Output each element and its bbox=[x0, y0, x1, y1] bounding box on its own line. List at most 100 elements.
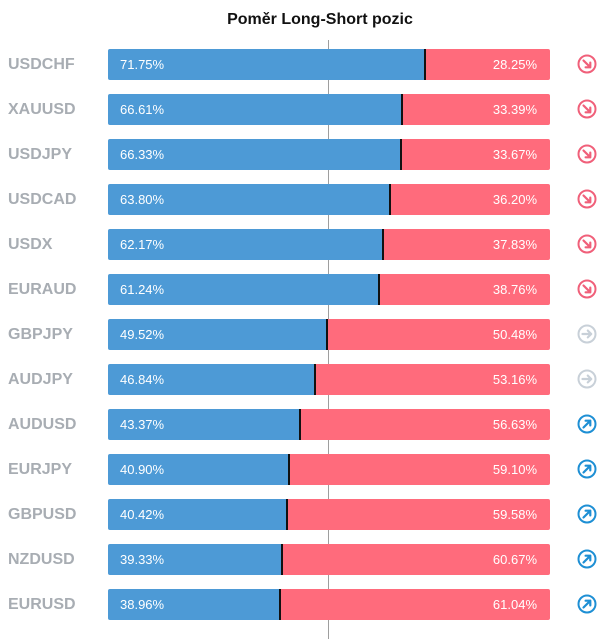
ratio-divider bbox=[424, 49, 426, 80]
short-percent-label: 38.76% bbox=[492, 282, 537, 297]
ratio-bar: 40.42% 59.58% bbox=[108, 499, 550, 530]
long-bar bbox=[108, 139, 401, 170]
long-bar bbox=[108, 454, 289, 485]
long-percent-label: 71.75% bbox=[120, 57, 165, 72]
chart-row: NZDUSD 39.33% 60.67% bbox=[0, 544, 610, 589]
symbol-label: EURAUD bbox=[8, 281, 77, 298]
long-bar bbox=[108, 589, 280, 620]
symbol-label: USDCHF bbox=[8, 56, 75, 73]
ratio-bar: 66.33% 33.67% bbox=[108, 139, 550, 170]
ratio-bar: 43.37% 56.63% bbox=[108, 409, 550, 440]
short-bar bbox=[390, 184, 550, 215]
chart-row: XAUUSD 66.61% 33.39% bbox=[0, 94, 610, 139]
symbol-label: AUDJPY bbox=[8, 371, 73, 388]
chart-row: GBPUSD 40.42% 59.58% bbox=[0, 499, 610, 544]
chart-row: AUDJPY 46.84% 53.16% bbox=[0, 364, 610, 409]
arrow-down-right-circle-icon bbox=[577, 54, 597, 74]
short-percent-label: 60.67% bbox=[492, 552, 537, 567]
short-bar bbox=[315, 364, 550, 395]
ratio-bar: 66.61% 33.39% bbox=[108, 94, 550, 125]
ratio-divider bbox=[378, 274, 380, 305]
arrow-up-right-circle-icon bbox=[577, 594, 597, 614]
ratio-divider bbox=[326, 319, 328, 350]
chart-row: USDJPY 66.33% 33.67% bbox=[0, 139, 610, 184]
short-bar bbox=[300, 409, 550, 440]
long-bar bbox=[108, 94, 402, 125]
long-percent-label: 43.37% bbox=[120, 417, 165, 432]
chart-row: AUDUSD 43.37% 56.63% bbox=[0, 409, 610, 454]
short-percent-label: 53.16% bbox=[492, 372, 537, 387]
arrow-right-circle-icon bbox=[577, 369, 597, 389]
short-percent-label: 61.04% bbox=[492, 597, 537, 612]
short-bar bbox=[280, 589, 550, 620]
short-percent-label: 59.10% bbox=[492, 462, 537, 477]
ratio-bar: 40.90% 59.10% bbox=[108, 454, 550, 485]
long-bar bbox=[108, 409, 300, 440]
ratio-bar: 62.17% 37.83% bbox=[108, 229, 550, 260]
symbol-label: USDCAD bbox=[8, 191, 77, 208]
ratio-bar: 38.96% 61.04% bbox=[108, 589, 550, 620]
chart-row: EURJPY 40.90% 59.10% bbox=[0, 454, 610, 499]
arrow-up-right-circle-icon bbox=[577, 459, 597, 479]
long-bar bbox=[108, 544, 282, 575]
long-percent-label: 40.42% bbox=[120, 507, 165, 522]
ratio-divider bbox=[400, 139, 402, 170]
arrow-down-right-circle-icon bbox=[577, 144, 597, 164]
ratio-divider bbox=[286, 499, 288, 530]
long-percent-label: 66.61% bbox=[120, 102, 165, 117]
ratio-divider bbox=[382, 229, 384, 260]
long-percent-label: 63.80% bbox=[120, 192, 165, 207]
ratio-divider bbox=[299, 409, 301, 440]
ratio-bar: 46.84% 53.16% bbox=[108, 364, 550, 395]
symbol-label: GBPUSD bbox=[8, 506, 77, 523]
long-bar bbox=[108, 274, 379, 305]
ratio-bar: 71.75% 28.25% bbox=[108, 49, 550, 80]
long-bar bbox=[108, 319, 327, 350]
arrow-up-right-circle-icon bbox=[577, 549, 597, 569]
short-percent-label: 59.58% bbox=[492, 507, 537, 522]
long-bar bbox=[108, 184, 390, 215]
chart-title: Poměr Long-Short pozic bbox=[227, 11, 413, 28]
long-percent-label: 38.96% bbox=[120, 597, 165, 612]
symbol-label: EURUSD bbox=[8, 596, 76, 613]
short-bar bbox=[402, 94, 550, 125]
short-percent-label: 33.39% bbox=[492, 102, 537, 117]
ratio-divider bbox=[314, 364, 316, 395]
short-percent-label: 33.67% bbox=[492, 147, 537, 162]
long-percent-label: 49.52% bbox=[120, 327, 165, 342]
short-percent-label: 36.20% bbox=[492, 192, 537, 207]
long-percent-label: 40.90% bbox=[120, 462, 165, 477]
chart-row: GBPJPY 49.52% 50.48% bbox=[0, 319, 610, 364]
ratio-divider bbox=[401, 94, 403, 125]
short-bar bbox=[287, 499, 550, 530]
short-bar bbox=[327, 319, 550, 350]
symbol-label: NZDUSD bbox=[8, 551, 75, 568]
ratio-bar: 49.52% 50.48% bbox=[108, 319, 550, 350]
long-bar bbox=[108, 229, 383, 260]
short-bar bbox=[289, 454, 550, 485]
short-percent-label: 56.63% bbox=[492, 417, 537, 432]
ratio-bar: 61.24% 38.76% bbox=[108, 274, 550, 305]
ratio-divider bbox=[281, 544, 283, 575]
arrow-down-right-circle-icon bbox=[577, 234, 597, 254]
symbol-label: EURJPY bbox=[8, 461, 73, 478]
short-bar bbox=[379, 274, 550, 305]
arrow-down-right-circle-icon bbox=[577, 99, 597, 119]
long-percent-label: 61.24% bbox=[120, 282, 165, 297]
short-percent-label: 28.25% bbox=[492, 57, 537, 72]
arrow-up-right-circle-icon bbox=[577, 504, 597, 524]
long-percent-label: 66.33% bbox=[120, 147, 165, 162]
chart-row: USDX 62.17% 37.83% bbox=[0, 229, 610, 274]
arrow-down-right-circle-icon bbox=[577, 189, 597, 209]
long-bar bbox=[108, 364, 315, 395]
ratio-divider bbox=[288, 454, 290, 485]
chart-row: USDCHF 71.75% 28.25% bbox=[0, 49, 610, 94]
chart-row: EURUSD 38.96% 61.04% bbox=[0, 589, 610, 634]
short-percent-label: 37.83% bbox=[492, 237, 537, 252]
long-percent-label: 46.84% bbox=[120, 372, 165, 387]
long-bar bbox=[108, 49, 425, 80]
ratio-bar: 63.80% 36.20% bbox=[108, 184, 550, 215]
long-percent-label: 62.17% bbox=[120, 237, 165, 252]
symbol-label: GBPJPY bbox=[8, 326, 73, 343]
short-bar bbox=[425, 49, 550, 80]
